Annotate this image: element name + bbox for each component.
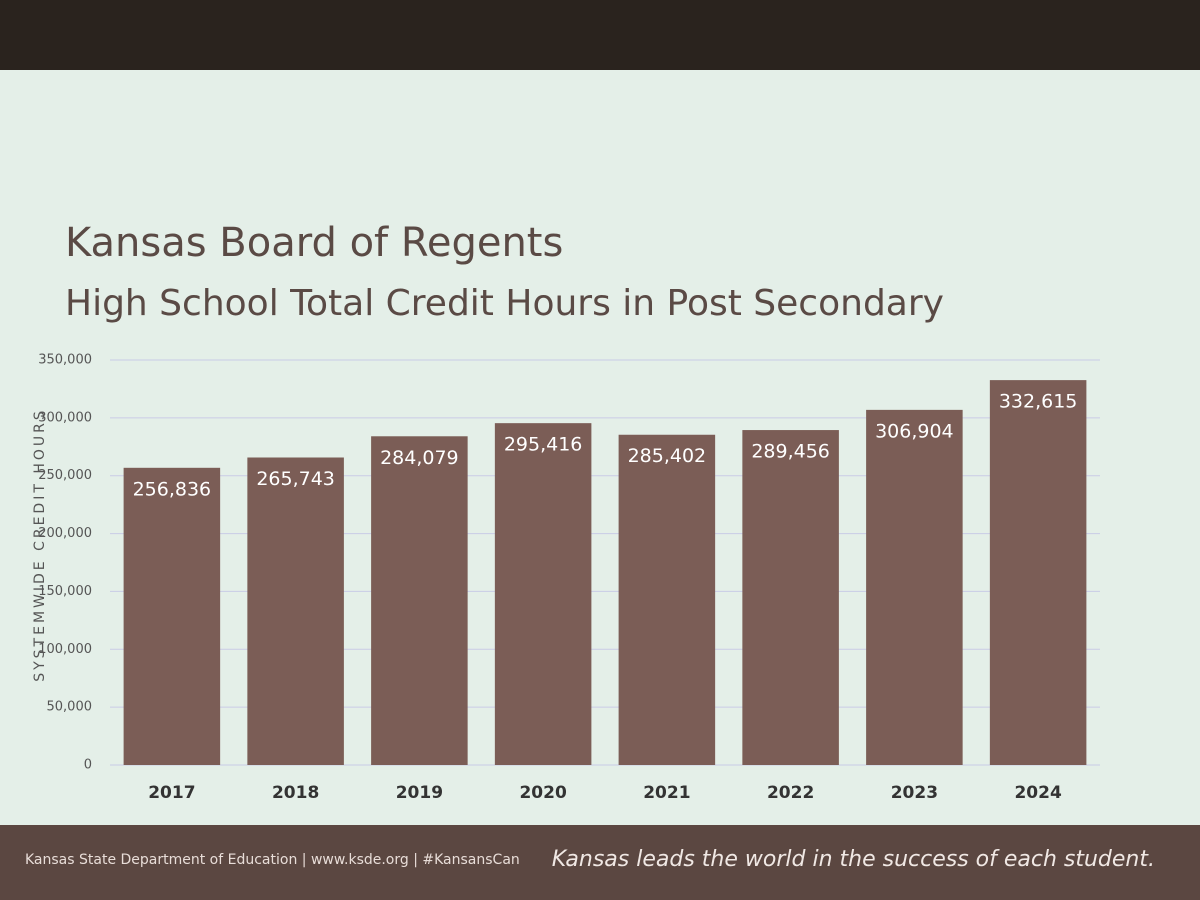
x-tick-label: 2023 bbox=[891, 783, 938, 803]
y-tick-label: 350,000 bbox=[38, 353, 92, 368]
x-tick-label: 2022 bbox=[767, 783, 814, 803]
y-tick-label: 150,000 bbox=[38, 584, 92, 599]
value-label: 285,402 bbox=[628, 445, 707, 467]
value-label: 295,416 bbox=[504, 434, 583, 456]
bar bbox=[371, 436, 468, 765]
x-tick-label: 2018 bbox=[272, 783, 319, 803]
value-label: 256,836 bbox=[133, 478, 212, 500]
footer-left: Kansas State Department of Education | w… bbox=[25, 852, 520, 868]
x-tick-label: 2021 bbox=[643, 783, 690, 803]
value-label: 306,904 bbox=[875, 420, 954, 442]
bar bbox=[618, 434, 716, 765]
y-tick-label: 0 bbox=[84, 758, 92, 773]
x-tick-label: 2019 bbox=[396, 783, 443, 803]
x-tick-label: 2024 bbox=[1014, 783, 1061, 803]
footer-band bbox=[0, 825, 1200, 900]
footer-right: Kansas leads the world in the success of… bbox=[552, 847, 1155, 872]
bar bbox=[494, 423, 592, 765]
bar bbox=[742, 430, 839, 765]
value-label: 265,743 bbox=[256, 468, 335, 490]
y-tick-label: 300,000 bbox=[38, 410, 92, 425]
chart-title: Kansas Board of Regents bbox=[65, 220, 563, 266]
y-tick-label: 200,000 bbox=[38, 526, 92, 541]
bar bbox=[989, 380, 1087, 765]
value-label: 289,456 bbox=[751, 441, 830, 463]
value-label: 284,079 bbox=[380, 447, 459, 469]
y-tick-label: 100,000 bbox=[38, 642, 92, 657]
y-tick-label: 50,000 bbox=[47, 700, 93, 715]
bar bbox=[123, 467, 221, 765]
value-label: 332,615 bbox=[999, 391, 1078, 413]
y-tick-label: 250,000 bbox=[38, 468, 92, 483]
y-axis-label: SYSTEMWIDE CREDIT HOURS bbox=[32, 408, 48, 682]
chart-subtitle: High School Total Credit Hours in Post S… bbox=[65, 283, 944, 324]
x-tick-label: 2017 bbox=[148, 783, 195, 803]
x-tick-label: 2020 bbox=[519, 783, 566, 803]
bar bbox=[866, 409, 963, 765]
bar bbox=[247, 457, 344, 765]
